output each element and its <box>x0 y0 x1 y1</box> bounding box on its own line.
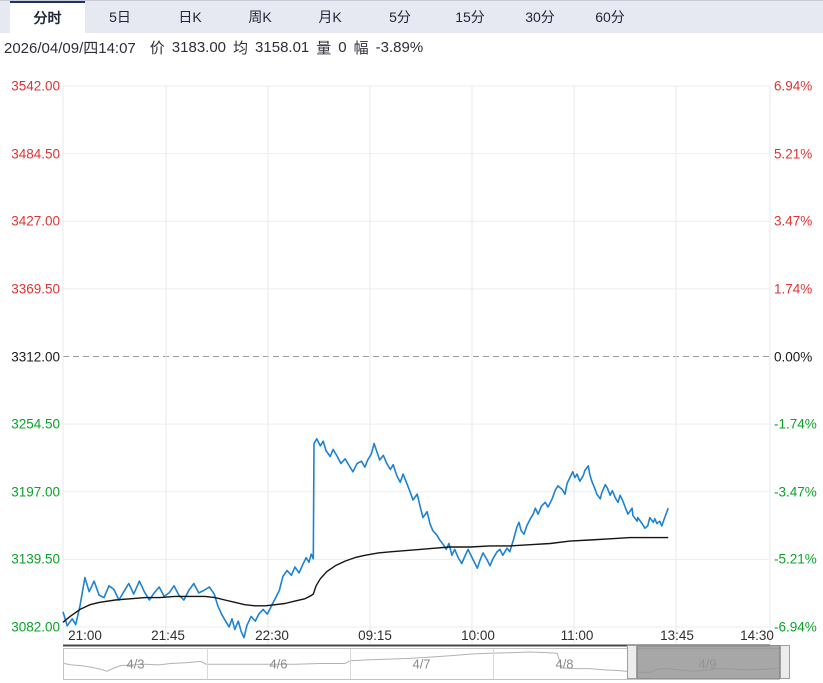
nav-divider <box>350 649 351 679</box>
x-axis-tick-3: 09:15 <box>358 628 392 643</box>
selection-right-handle[interactable] <box>780 645 790 679</box>
tab-5day[interactable]: 5日 <box>109 9 131 25</box>
price-line <box>62 438 669 639</box>
quote-datetime: 2026/04/09/四14:07 <box>4 40 136 57</box>
y-axis-right-tick-3: 1.74% <box>774 281 813 297</box>
change-value: -3.89% <box>375 39 424 56</box>
volume-value: 0 <box>338 39 347 56</box>
nav-divider <box>493 649 494 679</box>
average-line <box>62 536 669 623</box>
y-axis-right-tick-8: -6.94% <box>774 619 817 635</box>
tab-timeshare[interactable]: 分时 <box>10 1 85 33</box>
y-axis-right-tick-4: 0.00% <box>774 349 813 364</box>
y-axis-left-tick-2: 3427.00 <box>11 213 60 229</box>
y-axis-left-tick-3: 3369.50 <box>11 281 60 297</box>
x-axis-tick-0: 21:00 <box>68 628 102 643</box>
y-axis-right-tick-7: -5.21% <box>774 551 817 567</box>
y-axis-right-tick-6: -3.47% <box>774 484 817 500</box>
navigator-selection[interactable] <box>627 645 790 679</box>
change-label: 幅 <box>353 40 369 57</box>
nav-divider <box>207 649 208 679</box>
x-axis-tick-1: 21:45 <box>151 628 185 643</box>
x-axis-tick-4: 10:00 <box>461 628 495 643</box>
y-axis-left-tick-0: 3542.00 <box>11 78 60 94</box>
tab-daily-k[interactable]: 日K <box>178 9 202 25</box>
x-axis-tick-6: 13:45 <box>660 628 694 643</box>
price-value: 3183.00 <box>171 39 227 56</box>
nav-date-label: 4/8 <box>555 656 574 672</box>
y-axis-right-tick-2: 3.47% <box>774 213 813 229</box>
nav-date-section-4-8[interactable]: 4/8 <box>493 649 636 679</box>
tab-monthly-k[interactable]: 月K <box>318 9 342 25</box>
y-axis-left-tick-4: 3312.00 <box>11 349 60 364</box>
tab-15min[interactable]: 15分 <box>455 9 485 25</box>
avg-value: 3158.01 <box>255 39 310 56</box>
nav-date-label: 4/7 <box>412 656 431 672</box>
volume-label: 量 <box>316 40 332 57</box>
price-label: 价 <box>149 40 165 57</box>
y-axis-left-tick-8: 3082.00 <box>11 619 60 635</box>
nav-date-section-4-7[interactable]: 4/7 <box>350 649 493 679</box>
avg-label: 均 <box>233 40 249 57</box>
x-axis-tick-2: 22:30 <box>255 628 289 643</box>
y-axis-right-tick-5: -1.74% <box>774 416 817 432</box>
y-axis-left-tick-5: 3254.50 <box>11 416 60 432</box>
x-axis-tick-5: 11:00 <box>560 628 594 643</box>
quote-info-bar: 2026/04/09/四14:07 价 3183.00 均 3158.01 量 … <box>0 33 823 62</box>
selection-left-handle[interactable] <box>627 645 637 679</box>
x-axis-tick-7: 14:30 <box>740 628 774 643</box>
y-axis-right-tick-0: 6.94% <box>774 78 813 94</box>
y-axis-left-tick-7: 3139.50 <box>11 551 60 567</box>
nav-date-label: 4/3 <box>126 656 145 672</box>
tab-30min[interactable]: 30分 <box>525 9 555 25</box>
period-tab-bar: 分时 5日 日K 周K 月K 5分 15分 30分 60分 <box>0 0 823 33</box>
tab-weekly-k[interactable]: 周K <box>248 9 272 25</box>
y-axis-right-tick-1: 5.21% <box>774 146 813 162</box>
y-axis-left-tick-6: 3197.00 <box>11 484 60 500</box>
nav-date-section-4-3[interactable]: 4/3 <box>64 649 207 679</box>
selection-range[interactable] <box>637 645 780 679</box>
tab-60min[interactable]: 60分 <box>595 9 625 25</box>
y-axis-left-tick-1: 3484.50 <box>11 146 60 162</box>
nav-date-section-4-6[interactable]: 4/6 <box>207 649 350 679</box>
tab-5min[interactable]: 5分 <box>389 9 411 25</box>
nav-date-label: 4/6 <box>269 656 288 672</box>
